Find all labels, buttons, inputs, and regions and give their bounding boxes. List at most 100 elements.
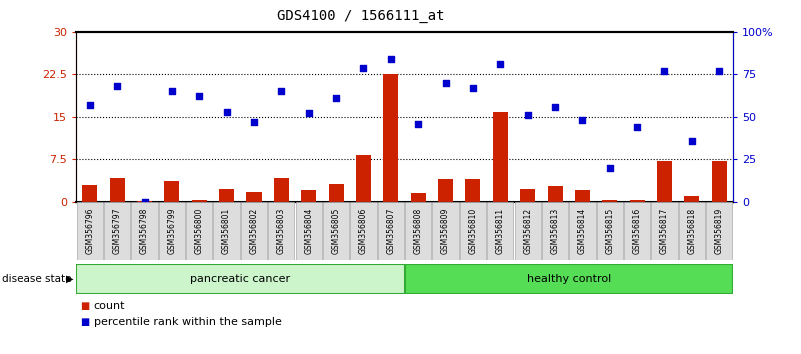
Point	[439, 80, 452, 86]
Bar	[411, 193, 425, 202]
FancyBboxPatch shape	[570, 202, 595, 259]
Text: GSM356801: GSM356801	[222, 208, 231, 254]
Bar	[328, 184, 344, 202]
Text: pancreatic cancer: pancreatic cancer	[191, 274, 290, 284]
Bar	[191, 200, 207, 202]
Bar	[405, 264, 733, 294]
Point	[576, 118, 589, 123]
FancyBboxPatch shape	[323, 202, 349, 259]
Text: GSM356804: GSM356804	[304, 208, 313, 254]
Point	[193, 93, 206, 99]
Text: GSM356809: GSM356809	[441, 208, 450, 254]
Text: ■: ■	[80, 301, 90, 311]
FancyBboxPatch shape	[241, 202, 267, 259]
Bar	[384, 74, 398, 202]
Text: GSM356800: GSM356800	[195, 208, 203, 254]
Bar	[247, 192, 261, 202]
FancyBboxPatch shape	[597, 202, 623, 259]
Bar	[520, 189, 535, 202]
Text: ■: ■	[80, 317, 90, 327]
Bar	[657, 161, 672, 202]
Text: healthy control: healthy control	[526, 274, 611, 284]
Text: GSM356808: GSM356808	[413, 208, 423, 254]
Point	[357, 65, 370, 70]
Text: GSM356797: GSM356797	[113, 208, 122, 254]
FancyBboxPatch shape	[405, 202, 431, 259]
Point	[412, 121, 425, 126]
Bar	[110, 178, 125, 202]
Point	[686, 138, 698, 143]
Text: GSM356817: GSM356817	[660, 208, 669, 254]
Text: GSM356815: GSM356815	[606, 208, 614, 254]
Bar	[76, 264, 405, 294]
Bar	[630, 200, 645, 202]
Bar	[684, 195, 699, 202]
Point	[466, 85, 479, 91]
Text: GSM356812: GSM356812	[523, 208, 532, 254]
FancyBboxPatch shape	[214, 202, 239, 259]
FancyBboxPatch shape	[706, 202, 732, 259]
Point	[330, 95, 343, 101]
Bar	[219, 189, 234, 202]
FancyBboxPatch shape	[542, 202, 568, 259]
FancyBboxPatch shape	[487, 202, 513, 259]
FancyBboxPatch shape	[131, 202, 158, 259]
Text: GSM356806: GSM356806	[359, 208, 368, 254]
Point	[494, 61, 507, 67]
FancyBboxPatch shape	[624, 202, 650, 259]
Point	[138, 199, 151, 205]
FancyBboxPatch shape	[514, 202, 541, 259]
Point	[166, 88, 179, 94]
Bar	[575, 190, 590, 202]
Bar	[274, 178, 289, 202]
FancyBboxPatch shape	[651, 202, 678, 259]
FancyBboxPatch shape	[350, 202, 376, 259]
FancyBboxPatch shape	[378, 202, 404, 259]
FancyBboxPatch shape	[460, 202, 486, 259]
Point	[220, 109, 233, 115]
Text: GSM356807: GSM356807	[386, 208, 396, 254]
Text: GSM356799: GSM356799	[167, 208, 176, 254]
Text: GSM356819: GSM356819	[714, 208, 724, 254]
FancyBboxPatch shape	[268, 202, 295, 259]
Point	[521, 112, 534, 118]
Text: GSM356813: GSM356813	[550, 208, 560, 254]
FancyBboxPatch shape	[433, 202, 459, 259]
Bar	[493, 112, 508, 202]
Bar	[465, 179, 481, 202]
FancyBboxPatch shape	[186, 202, 212, 259]
Point	[83, 102, 96, 108]
Bar	[548, 186, 562, 202]
Bar	[164, 181, 179, 202]
Text: GSM356816: GSM356816	[633, 208, 642, 254]
Bar	[301, 190, 316, 202]
Point	[111, 84, 123, 89]
Text: GSM356810: GSM356810	[469, 208, 477, 254]
Point	[384, 56, 397, 62]
FancyBboxPatch shape	[104, 202, 131, 259]
Text: GSM356811: GSM356811	[496, 208, 505, 254]
Text: GDS4100 / 1566111_at: GDS4100 / 1566111_at	[276, 9, 445, 23]
Bar	[137, 201, 152, 202]
Bar	[83, 185, 97, 202]
FancyBboxPatch shape	[77, 202, 103, 259]
Point	[275, 88, 288, 94]
FancyBboxPatch shape	[296, 202, 322, 259]
Bar	[438, 178, 453, 202]
Text: count: count	[94, 301, 125, 311]
Point	[603, 165, 616, 171]
Point	[248, 119, 260, 125]
Text: GSM356796: GSM356796	[85, 208, 95, 254]
Point	[549, 104, 562, 109]
Bar	[712, 161, 727, 202]
FancyBboxPatch shape	[678, 202, 705, 259]
Text: GSM356803: GSM356803	[277, 208, 286, 254]
Text: GSM356802: GSM356802	[249, 208, 259, 254]
Text: GSM356805: GSM356805	[332, 208, 340, 254]
Point	[630, 124, 643, 130]
Point	[302, 110, 315, 116]
Text: ▶: ▶	[66, 274, 74, 284]
Text: GSM356798: GSM356798	[140, 208, 149, 254]
Bar	[356, 155, 371, 202]
Text: GSM356814: GSM356814	[578, 208, 587, 254]
